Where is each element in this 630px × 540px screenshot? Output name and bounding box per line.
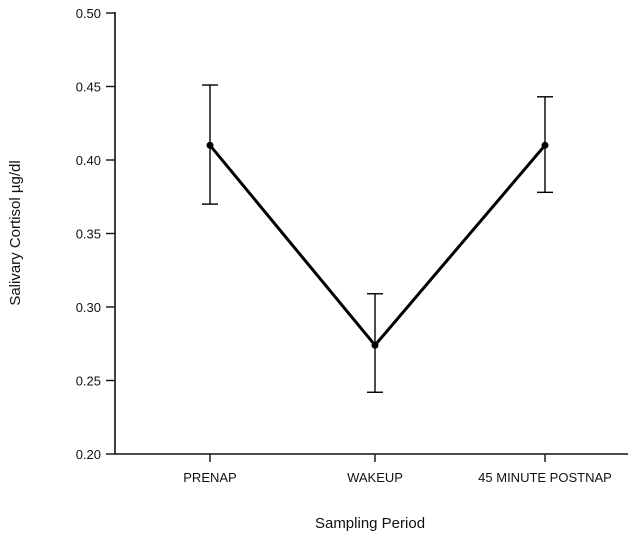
y-tick-label: 0.35: [76, 227, 101, 242]
series-line: [208, 144, 547, 348]
y-tick-label: 0.40: [76, 153, 101, 168]
x-tick-label: WAKEUP: [347, 470, 403, 485]
plot-area: [202, 84, 553, 393]
y-tick-label: 0.20: [76, 447, 101, 462]
data-point: [371, 341, 379, 349]
y-tick-label: 0.25: [76, 374, 101, 389]
y-tick-label: 0.45: [76, 80, 101, 95]
y-axis-title: Salivary Cortisol µg/dl: [7, 160, 24, 305]
x-tick-label: 45 MINUTE POSTNAP: [478, 470, 612, 485]
y-tick-label: 0.30: [76, 300, 101, 315]
y-tick-label: 0.50: [76, 6, 101, 21]
y-ticks: 0.20 0.25 0.30 0.35 0.40 0.45 0.50: [76, 6, 115, 462]
y-axis: 0.20 0.25 0.30 0.35 0.40 0.45 0.50: [76, 6, 116, 462]
x-ticks: PRENAP WAKEUP 45 MINUTE POSTNAP: [183, 454, 612, 485]
x-tick-label: PRENAP: [183, 470, 236, 485]
data-point: [206, 141, 214, 149]
data-point: [541, 141, 549, 149]
x-axis-title: Sampling Period: [315, 515, 425, 532]
x-axis: PRENAP WAKEUP 45 MINUTE POSTNAP: [115, 453, 628, 485]
